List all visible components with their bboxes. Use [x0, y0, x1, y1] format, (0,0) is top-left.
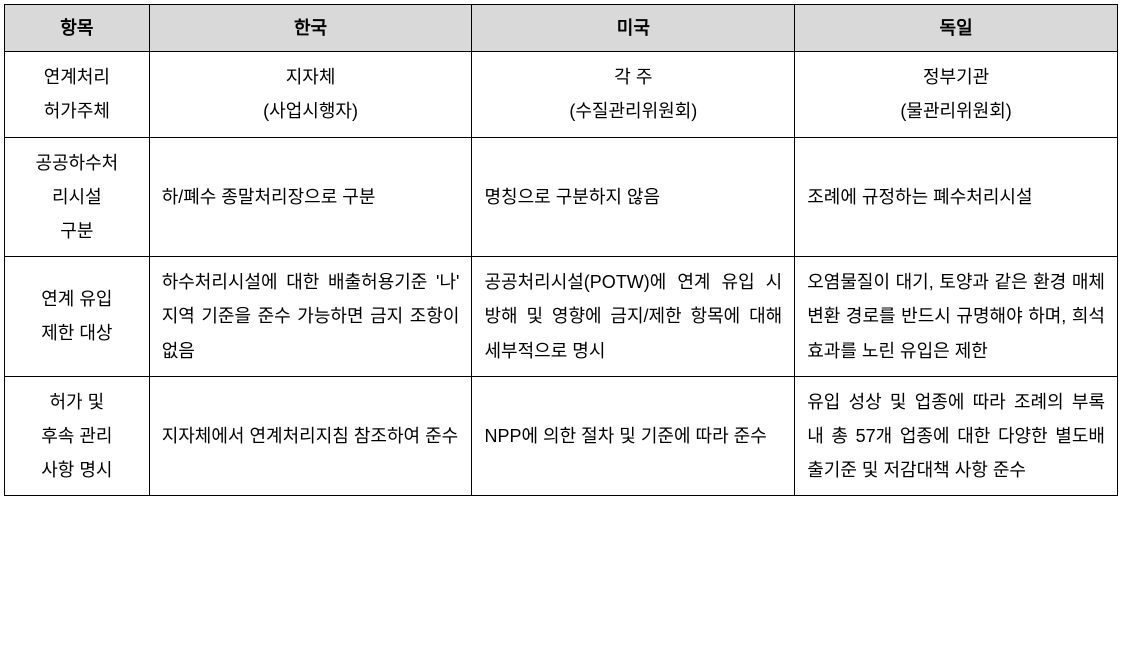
row-header-line3: 사항 명시 [41, 460, 112, 480]
table-row: 연계 유입 제한 대상 하수처리시설에 대한 배출허용기준 '나' 지역 기준을… [5, 257, 1118, 377]
cell-usa-restriction: 공공처리시설(POTW)에 연계 유입 시 방해 및 영향에 금지/제한 항목에… [472, 257, 795, 377]
header-row: 항목 한국 미국 독일 [5, 5, 1118, 52]
row-header-line1: 연계 유입 [41, 289, 112, 309]
table-row: 연계처리 허가주체 지자체 (사업시행자) 각 주 (수질관리위원회) 정부기관… [5, 52, 1118, 137]
row-header-facility: 공공하수처 리시설 구분 [5, 137, 150, 257]
row-header-line2: 제한 대상 [41, 323, 112, 343]
row-header-line2: 후속 관리 [41, 426, 112, 446]
cell-text-line1: 지자체 [286, 67, 336, 87]
table-row: 공공하수처 리시설 구분 하/폐수 종말처리장으로 구분 명칭으로 구분하지 않… [5, 137, 1118, 257]
row-header-line1: 연계처리 [44, 67, 110, 87]
row-header-line1: 공공하수처 [35, 153, 118, 173]
cell-usa-permit: NPP에 의한 절차 및 기준에 따라 준수 [472, 376, 795, 496]
table-header: 항목 한국 미국 독일 [5, 5, 1118, 52]
header-item: 항목 [5, 5, 150, 52]
cell-text-line1: 각 주 [614, 67, 652, 87]
cell-text-line2: (수질관리위원회) [569, 101, 697, 121]
cell-korea-restriction: 하수처리시설에 대한 배출허용기준 '나' 지역 기준을 준수 가능하면 금지 … [149, 257, 472, 377]
row-header-line3: 구분 [60, 221, 93, 241]
cell-text-line2: (사업시행자) [263, 101, 358, 121]
cell-korea-facility: 하/폐수 종말처리장으로 구분 [149, 137, 472, 257]
table-body: 연계처리 허가주체 지자체 (사업시행자) 각 주 (수질관리위원회) 정부기관… [5, 52, 1118, 496]
cell-germany-authority: 정부기관 (물관리위원회) [795, 52, 1118, 137]
header-usa: 미국 [472, 5, 795, 52]
cell-germany-restriction: 오염물질이 대기, 토양과 같은 환경 매체변환 경로를 반드시 규명해야 하며… [795, 257, 1118, 377]
comparison-table: 항목 한국 미국 독일 연계처리 허가주체 지자체 (사업시행자) 각 주 (수… [4, 4, 1118, 496]
row-header-authority: 연계처리 허가주체 [5, 52, 150, 137]
cell-text-line1: 정부기관 [923, 67, 989, 87]
cell-germany-permit: 유입 성상 및 업종에 따라 조례의 부록 내 총 57개 업종에 대한 다양한… [795, 376, 1118, 496]
cell-korea-permit: 지자체에서 연계처리지침 참조하여 준수 [149, 376, 472, 496]
row-header-line2: 리시설 [52, 187, 102, 207]
row-header-line2: 허가주체 [44, 101, 110, 121]
header-korea: 한국 [149, 5, 472, 52]
row-header-restriction: 연계 유입 제한 대상 [5, 257, 150, 377]
header-germany: 독일 [795, 5, 1118, 52]
cell-text-line2: (물관리위원회) [900, 101, 1011, 121]
cell-germany-facility: 조례에 규정하는 폐수처리시설 [795, 137, 1118, 257]
cell-usa-facility: 명칭으로 구분하지 않음 [472, 137, 795, 257]
cell-usa-authority: 각 주 (수질관리위원회) [472, 52, 795, 137]
cell-korea-authority: 지자체 (사업시행자) [149, 52, 472, 137]
table-row: 허가 및 후속 관리 사항 명시 지자체에서 연계처리지침 참조하여 준수 NP… [5, 376, 1118, 496]
row-header-line1: 허가 및 [50, 392, 105, 412]
row-header-permit: 허가 및 후속 관리 사항 명시 [5, 376, 150, 496]
